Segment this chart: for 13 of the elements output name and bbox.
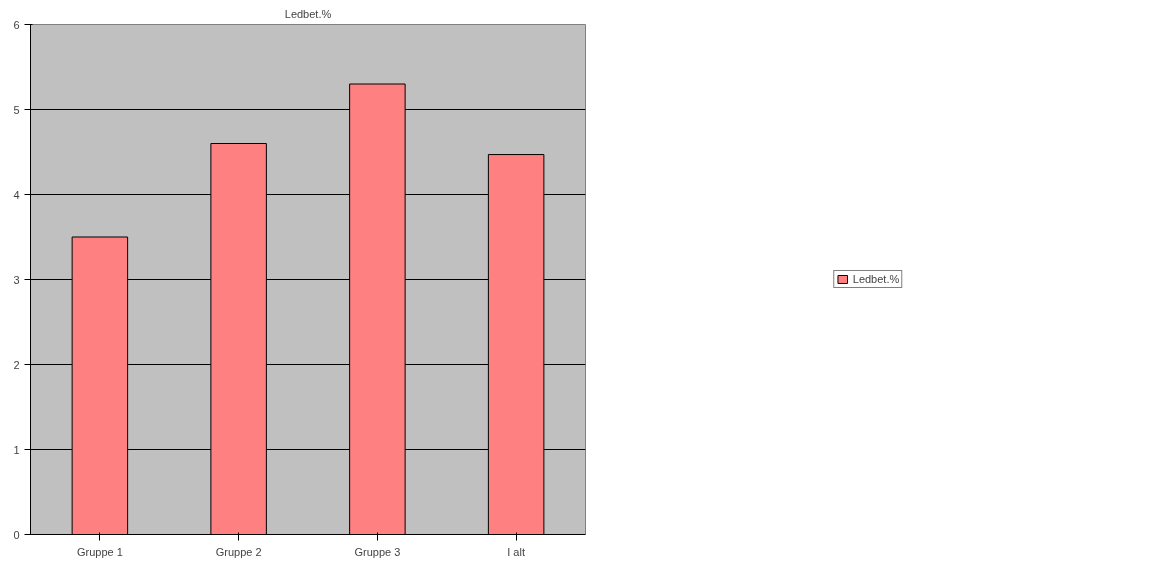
legend-label: Ledbet.% <box>852 273 900 285</box>
y-tick-label: 0 <box>13 528 20 541</box>
y-tick-label: 5 <box>13 103 20 116</box>
x-tick-label: Gruppe 3 <box>354 545 401 558</box>
x-tick-label: Gruppe 1 <box>76 545 123 558</box>
y-tick-label: 4 <box>13 188 20 201</box>
y-tick-label: 6 <box>13 18 20 31</box>
chart-title: Ledbet.% <box>284 7 332 20</box>
x-tick-label: Gruppe 2 <box>215 545 262 558</box>
y-tick-label: 1 <box>13 443 20 456</box>
x-tick-label: I alt <box>507 545 525 558</box>
y-tick-label: 3 <box>13 273 20 286</box>
y-tick-label: 2 <box>13 358 20 371</box>
